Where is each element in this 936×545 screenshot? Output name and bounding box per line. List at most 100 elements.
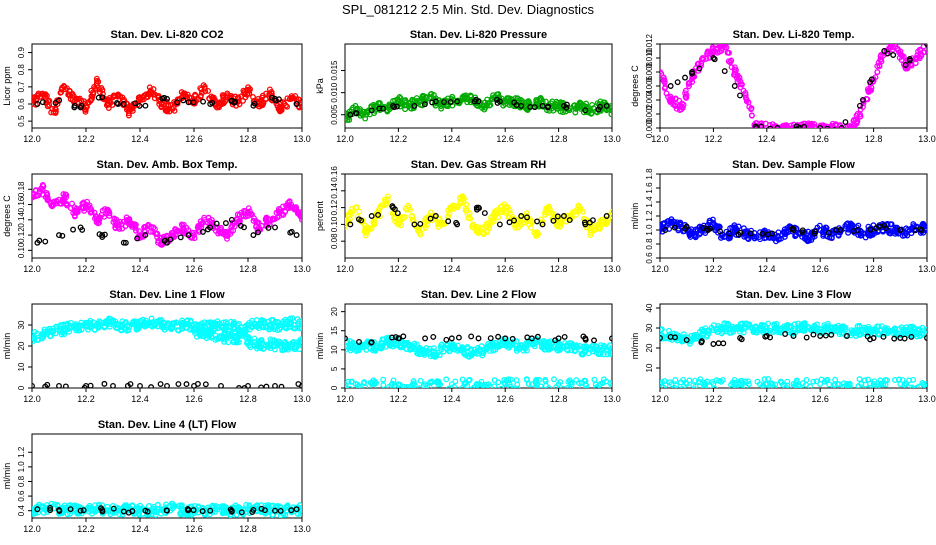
y-tick-label: 0.18 xyxy=(17,181,26,197)
data-point xyxy=(609,346,612,353)
data-point xyxy=(428,379,435,385)
data-point xyxy=(609,107,612,114)
data-point xyxy=(824,125,831,128)
page-title: SPL_081212 2.5 Min. Std. Dev. Diagnostic… xyxy=(342,2,594,17)
data-point xyxy=(534,218,541,225)
x-tick-label: 12.2 xyxy=(705,264,723,274)
data-point xyxy=(738,336,745,343)
data-point xyxy=(395,217,402,224)
data-point xyxy=(714,329,721,335)
data-point xyxy=(246,210,253,217)
data-point xyxy=(353,204,360,211)
data-point xyxy=(454,342,461,349)
data-point xyxy=(232,98,239,105)
data-point xyxy=(54,502,61,508)
data-point xyxy=(884,328,891,335)
data-point xyxy=(851,330,858,337)
data-point xyxy=(215,230,222,237)
data-point xyxy=(281,100,288,107)
y-tick-label: 20 xyxy=(17,341,26,350)
data-point xyxy=(833,327,840,334)
x-tick-label: 12.2 xyxy=(705,394,723,404)
data-point xyxy=(663,90,670,97)
data-point xyxy=(671,102,678,109)
data-point xyxy=(924,44,927,47)
data-point xyxy=(293,506,300,513)
data-point xyxy=(821,325,828,332)
data-point xyxy=(568,379,575,386)
y-tick-label: 10 xyxy=(330,345,339,354)
x-tick-label: 12.6 xyxy=(496,264,514,274)
data-point xyxy=(890,52,897,58)
data-point xyxy=(281,339,288,346)
y-tick-label: 0.6 xyxy=(17,490,26,502)
data-point xyxy=(411,221,418,228)
data-point xyxy=(554,213,561,220)
x-tick-label: 12.0 xyxy=(651,134,669,144)
data-point xyxy=(251,100,258,107)
data-point xyxy=(683,337,690,343)
data-point xyxy=(427,209,434,216)
data-point xyxy=(123,502,130,509)
data-point xyxy=(703,378,710,385)
data-point xyxy=(417,231,424,238)
y-tick-label: 0.010 xyxy=(645,47,654,68)
data-point xyxy=(204,219,211,226)
x-tick-label: 12.8 xyxy=(239,134,257,144)
data-point xyxy=(379,336,386,343)
data-point xyxy=(899,377,906,383)
y-axis-label: Licor ppm xyxy=(2,66,12,106)
data-point xyxy=(766,327,773,334)
data-point xyxy=(129,508,136,515)
data-point xyxy=(218,503,225,510)
x-tick-label: 12.4 xyxy=(131,394,149,404)
data-point xyxy=(200,228,206,235)
data-point xyxy=(56,323,63,330)
data-point xyxy=(468,333,475,340)
data-point xyxy=(775,229,782,236)
x-tick-label: 12.6 xyxy=(185,394,203,404)
data-point xyxy=(906,377,912,384)
data-point xyxy=(58,331,65,338)
data-point xyxy=(190,99,197,106)
data-point xyxy=(859,97,866,103)
data-point xyxy=(743,98,750,105)
data-point xyxy=(797,323,804,330)
data-point xyxy=(224,233,231,240)
data-point xyxy=(842,119,849,126)
data-point xyxy=(52,501,58,508)
data-point xyxy=(520,219,527,226)
data-point xyxy=(660,379,665,386)
data-point xyxy=(71,102,78,109)
data-point xyxy=(346,108,353,115)
data-point xyxy=(557,379,564,386)
data-point xyxy=(418,95,425,102)
data-point xyxy=(45,103,51,110)
data-point xyxy=(411,346,418,352)
y-tick-label: 0.015 xyxy=(330,60,339,81)
data-point xyxy=(122,239,129,246)
data-point xyxy=(916,54,923,61)
data-point xyxy=(731,83,738,89)
data-point xyxy=(609,381,612,388)
data-point xyxy=(137,502,143,509)
data-point xyxy=(660,334,666,341)
data-point xyxy=(867,226,874,233)
data-point xyxy=(127,381,134,387)
data-point xyxy=(832,127,837,128)
data-point xyxy=(518,213,525,219)
data-point xyxy=(63,194,69,201)
data-point xyxy=(247,339,254,346)
data-point xyxy=(106,210,113,217)
x-tick-label: 12.2 xyxy=(390,134,408,144)
data-point xyxy=(497,209,504,215)
data-point xyxy=(431,352,438,359)
y-tick-label: 0.6 xyxy=(645,252,654,264)
data-point xyxy=(740,225,747,232)
data-point xyxy=(63,201,70,208)
data-point xyxy=(838,125,845,128)
data-point xyxy=(503,377,510,384)
data-point xyxy=(509,335,516,342)
panel-title: Stan. Dev. Amb. Box Temp. xyxy=(97,159,238,171)
